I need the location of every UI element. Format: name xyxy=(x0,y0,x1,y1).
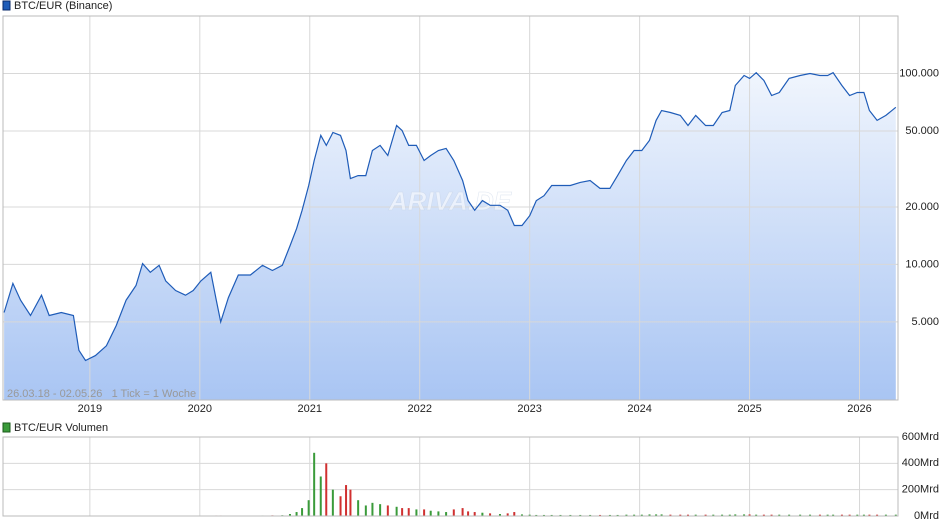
legend-label: BTC/EUR (Binance) xyxy=(14,0,112,12)
annotation: 26.03.18 - 02.05.26 1 Tick = 1 Woche xyxy=(7,388,196,400)
volume-bar xyxy=(401,508,403,516)
volume-bar xyxy=(408,508,410,516)
volume-bar xyxy=(453,509,455,516)
volume-bar xyxy=(430,511,432,516)
volume-bar xyxy=(445,512,447,516)
volume-bar xyxy=(474,512,476,516)
y-tick-label: 600Mrd xyxy=(902,431,939,443)
x-tick-label: 2023 xyxy=(517,403,541,415)
volume-bar xyxy=(340,496,342,516)
y-tick-label: 200Mrd xyxy=(902,484,939,496)
x-tick-label: 2024 xyxy=(627,403,651,415)
y-tick-label: 5.000 xyxy=(911,316,939,328)
plot-frame xyxy=(3,437,898,516)
y-tick-label: 20.000 xyxy=(905,201,939,213)
x-tick-label: 2025 xyxy=(737,403,761,415)
volume-bar xyxy=(349,490,351,516)
volume-bar xyxy=(379,504,381,516)
x-tick-label: 2022 xyxy=(407,403,431,415)
volume-bar xyxy=(513,512,515,516)
volume-bar xyxy=(396,507,398,516)
volume-bar xyxy=(467,511,469,516)
volume-bar xyxy=(357,500,359,516)
x-tick-label: 2026 xyxy=(847,403,871,415)
x-tick-label: 2020 xyxy=(188,403,212,415)
volume-bar xyxy=(423,509,425,516)
legend-label: BTC/EUR Volumen xyxy=(14,422,108,434)
volume-bar xyxy=(437,511,439,516)
volume-bar xyxy=(320,477,322,517)
y-tick-label: 400Mrd xyxy=(902,457,939,469)
x-tick-label: 2021 xyxy=(298,403,322,415)
volume-bar xyxy=(415,509,417,516)
y-tick-label: 50.000 xyxy=(905,125,939,137)
legend-swatch xyxy=(3,1,10,10)
volume-bar xyxy=(345,485,347,516)
volume-bar xyxy=(371,503,373,516)
volume-bar xyxy=(308,500,310,516)
volume-bar xyxy=(313,453,315,516)
y-tick-label: 100.000 xyxy=(899,67,939,79)
volume-bar xyxy=(296,512,298,516)
x-tick-label: 2019 xyxy=(78,403,102,415)
y-tick-label: 10.000 xyxy=(905,258,939,270)
volume-bar xyxy=(387,505,389,516)
legend-swatch xyxy=(3,423,10,432)
volume-bar xyxy=(325,463,327,516)
volume-bar xyxy=(365,505,367,516)
watermark: ARIVA.DE xyxy=(388,186,512,216)
volume-bar xyxy=(462,508,464,516)
volume-bar xyxy=(332,490,334,516)
y-tick-label: 0Mrd xyxy=(914,510,939,522)
volume-bar xyxy=(301,508,303,516)
